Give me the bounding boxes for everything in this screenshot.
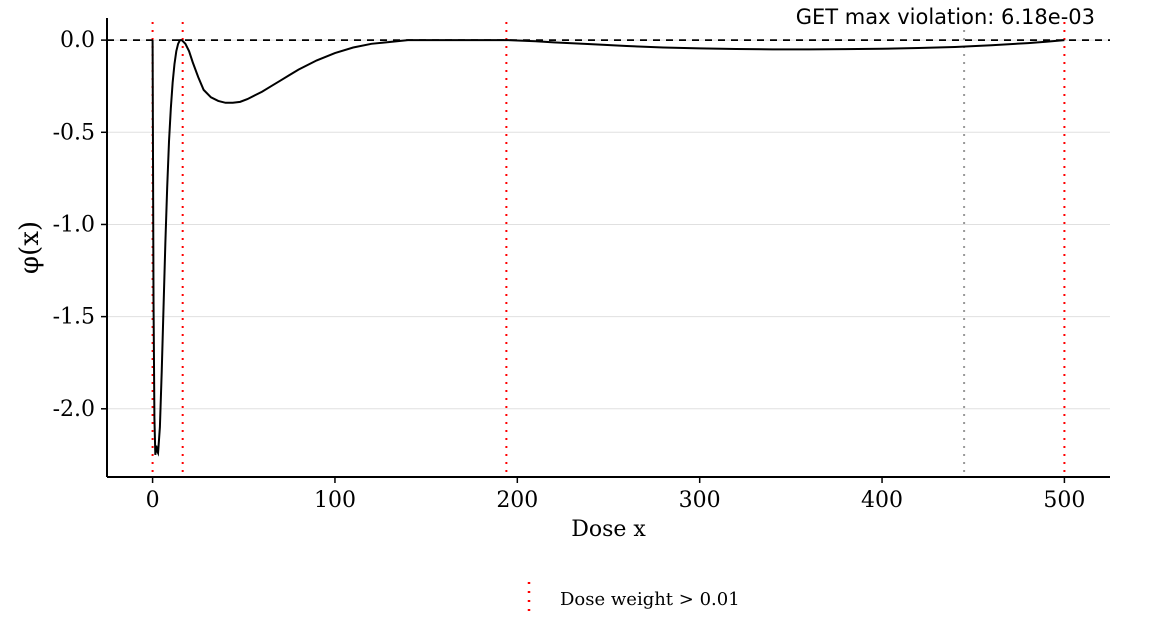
x-tick-label: 0	[146, 488, 160, 513]
annotation-text: GET max violation: 6.18e-03	[796, 5, 1095, 29]
x-tick-label: 300	[679, 488, 721, 513]
axes	[106, 18, 1110, 478]
y-axis-title: φ(x)	[15, 221, 45, 274]
y-tick-label: -2.0	[53, 397, 95, 422]
x-axis-title: Dose x	[571, 517, 646, 542]
x-tick-label: 100	[314, 488, 356, 513]
x-tick-label: 500	[1043, 488, 1085, 513]
x-tick-label: 200	[496, 488, 538, 513]
y-tick-label: -1.0	[53, 212, 95, 237]
series-line	[151, 39, 1065, 457]
legend: Dose weight > 0.01	[527, 582, 740, 616]
grid-lines	[107, 39, 1110, 410]
y-tick-label: -0.5	[53, 120, 95, 145]
y-axis-ticks: 0.0 -0.5 -1.0 -1.5 -2.0	[53, 28, 107, 422]
x-axis-ticks: 0 100 200 300 400 500	[146, 477, 1085, 513]
legend-label: Dose weight > 0.01	[560, 589, 740, 610]
y-tick-label: 0.0	[60, 28, 95, 53]
x-tick-label: 400	[861, 488, 903, 513]
y-tick-label: -1.5	[53, 305, 95, 330]
